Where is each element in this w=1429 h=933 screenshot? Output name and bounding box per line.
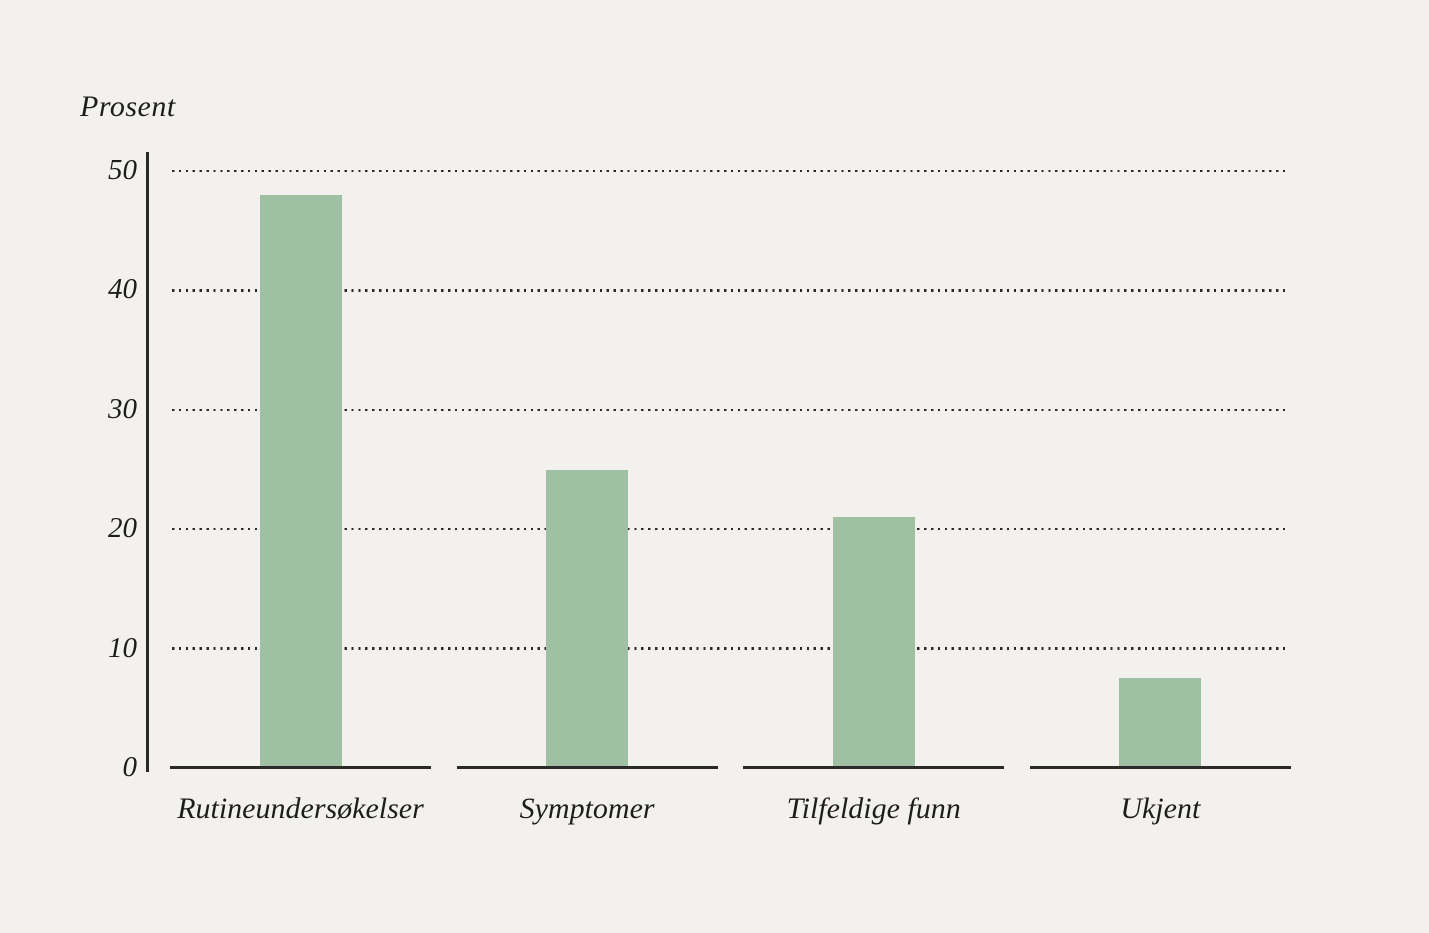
gridline-50	[172, 169, 1290, 173]
baseline-tilfeldige-funn	[743, 766, 1005, 769]
category-label-symptomer: Symptomer	[519, 792, 655, 825]
gridline-20	[172, 527, 1290, 531]
bar-tilfeldige-funn	[832, 517, 915, 768]
baseline-ukjent	[1029, 766, 1291, 769]
bar-ukjent	[1119, 678, 1202, 768]
y-axis-line	[146, 152, 149, 772]
baseline-symptomer	[456, 766, 718, 769]
y-tick-label-10: 10	[108, 631, 137, 664]
gridline-30	[172, 408, 1290, 412]
gridline-40	[172, 289, 1290, 292]
gridline-10	[172, 647, 1290, 650]
bar-symptomer	[546, 469, 629, 768]
y-tick-label-30: 30	[108, 392, 137, 425]
category-label-tilfeldige-funn: Tilfeldige funn	[786, 792, 961, 825]
y-tick-label-20: 20	[108, 512, 137, 545]
y-axis-title: Prosent	[80, 90, 176, 123]
baseline-rutineundersokelser	[170, 766, 431, 769]
y-tick-label-0: 0	[122, 750, 138, 783]
category-label-ukjent: Ukjent	[1120, 792, 1201, 825]
y-tick-label-50: 50	[108, 153, 137, 186]
category-label-rutineundersokelser: Rutineundersøkelser	[177, 792, 424, 825]
y-tick-label-40: 40	[108, 273, 137, 306]
bar-rutineundersokelser	[259, 194, 342, 768]
